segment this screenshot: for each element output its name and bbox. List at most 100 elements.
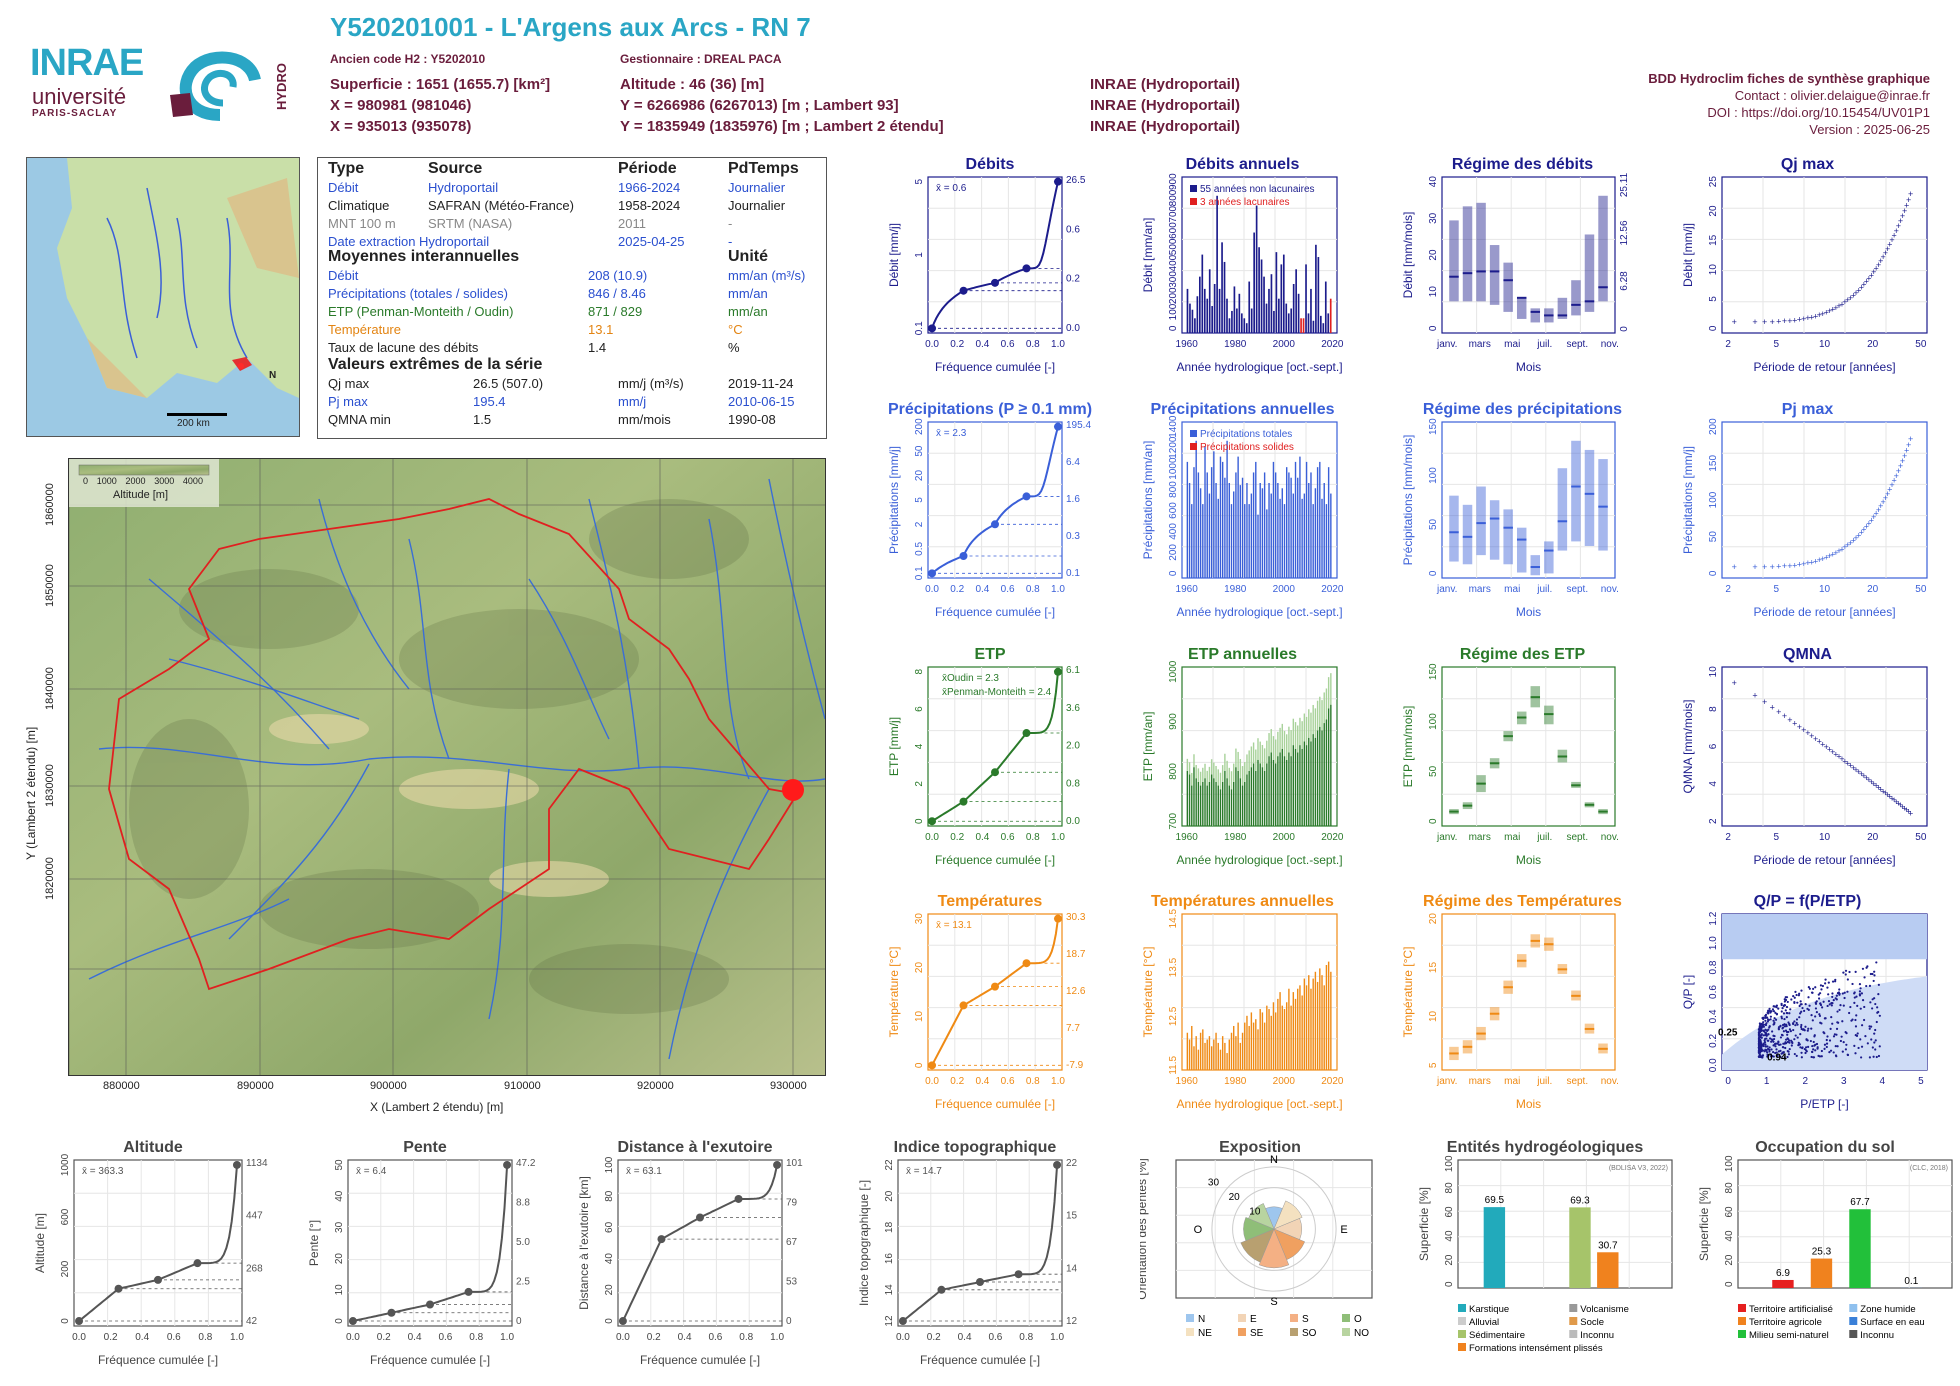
annual-bar-pm bbox=[1221, 765, 1224, 782]
mean-label: x̄ = 63.1 bbox=[626, 1166, 662, 1177]
chart-exposition: Exposition Orientation des pentes [%] 10 20… bbox=[1140, 1139, 1373, 1339]
annual-bar-pm bbox=[1241, 766, 1244, 786]
regime-box bbox=[1476, 202, 1486, 302]
qp-point bbox=[1869, 972, 1872, 976]
qp-point bbox=[1858, 993, 1861, 996]
chart-title: QMNA bbox=[1783, 646, 1832, 663]
qp-point bbox=[1859, 1038, 1862, 1041]
altitude-legend-tick: 1000 bbox=[96, 476, 117, 486]
surface-bar bbox=[1772, 1279, 1794, 1288]
return-period-point: + bbox=[1876, 260, 1881, 270]
chart-title: Pente bbox=[403, 1139, 447, 1156]
annual-bar bbox=[1224, 477, 1226, 578]
annual-bar-pm bbox=[1277, 731, 1279, 757]
y-tick-label: 30 bbox=[334, 1221, 345, 1233]
qp-point bbox=[1868, 1027, 1871, 1030]
cumulative-curve bbox=[78, 1164, 238, 1322]
plot-frame bbox=[1175, 1159, 1373, 1299]
y-axis-label: Précipitations [mm/j] bbox=[1681, 446, 1695, 554]
qp-point bbox=[1815, 1042, 1819, 1046]
qp-point bbox=[1851, 1018, 1854, 1021]
qp-upper-band bbox=[1722, 914, 1927, 960]
qp-point bbox=[1789, 1008, 1792, 1011]
qp-point bbox=[1840, 1035, 1843, 1038]
y-tick-label: 20 bbox=[1724, 1254, 1735, 1266]
qp-point bbox=[1839, 1004, 1842, 1007]
qp-point bbox=[1871, 1046, 1874, 1049]
x-tick-label: 0.6 bbox=[1001, 1076, 1015, 1087]
qp-point bbox=[1772, 1050, 1775, 1054]
annual-bar bbox=[1201, 254, 1204, 333]
qp-point bbox=[1820, 1049, 1823, 1053]
annual-bar bbox=[1246, 1015, 1248, 1070]
chart-title: Précipitations (P ≥ 0.1 mm) bbox=[888, 401, 1092, 418]
return-period-point: + bbox=[1861, 525, 1866, 535]
qp-point bbox=[1810, 1014, 1813, 1017]
annual-bar bbox=[1253, 232, 1255, 333]
return-period-point: + bbox=[1732, 562, 1737, 572]
annual-bar bbox=[1204, 778, 1206, 826]
annual-bar-pm bbox=[1312, 704, 1314, 735]
chart-title: Régime des ETP bbox=[1460, 646, 1586, 663]
qp-point bbox=[1860, 1045, 1864, 1048]
qp-point bbox=[1800, 1051, 1803, 1054]
return-period-point: + bbox=[1839, 754, 1844, 764]
y-tick-label: 14 bbox=[884, 1284, 895, 1296]
annual-bar bbox=[1325, 719, 1328, 826]
annual-bar bbox=[1202, 1029, 1204, 1070]
annual-bar bbox=[1272, 1002, 1275, 1070]
qp-point bbox=[1827, 981, 1830, 984]
quantile-point bbox=[959, 551, 968, 560]
return-period-point: + bbox=[1874, 781, 1879, 791]
return-period-point: + bbox=[1898, 461, 1903, 471]
legend-swatch bbox=[1738, 1304, 1746, 1312]
y-tick-label: 700 bbox=[1168, 812, 1179, 829]
annual-bar bbox=[1279, 992, 1281, 1070]
qp-point bbox=[1810, 991, 1814, 994]
annual-bar-pm bbox=[1294, 722, 1297, 749]
qp-point bbox=[1818, 992, 1822, 995]
unite-title: Unité bbox=[728, 248, 768, 265]
annual-bar bbox=[1218, 288, 1221, 333]
x-axis-label: Mois bbox=[1516, 605, 1541, 619]
qp-point bbox=[1799, 1046, 1802, 1049]
annual-bar bbox=[1278, 298, 1280, 333]
chart-precip: Précipitations (P ≥ 0.1 mm) Fréquence cum… bbox=[887, 401, 1092, 619]
annual-bar bbox=[1255, 205, 1258, 333]
return-period-point: + bbox=[1856, 767, 1861, 777]
qp-point bbox=[1770, 1010, 1773, 1013]
return-period-point: + bbox=[1792, 315, 1797, 325]
return-period-point: + bbox=[1770, 562, 1775, 572]
annual-bar bbox=[1303, 493, 1306, 578]
return-period-point: + bbox=[1830, 550, 1835, 560]
annual-bar bbox=[1317, 257, 1320, 333]
rose-ring-label: 10 bbox=[1249, 1207, 1261, 1218]
right-tick-label: 6.1 bbox=[1066, 665, 1080, 676]
right-tick-label: 0.2 bbox=[1066, 274, 1080, 285]
annual-bar-pm bbox=[1299, 717, 1301, 746]
altitude-legend-ticks: 0 1000 2000 3000 4000 bbox=[83, 476, 203, 486]
annual-bar bbox=[1226, 298, 1228, 333]
y-tick-label: 10 bbox=[1708, 666, 1719, 678]
contact: Contact : olivier.delaigue@inrae.fr bbox=[1734, 88, 1930, 103]
rose-ring-label: 20 bbox=[1229, 1192, 1241, 1203]
y-tick-label: 50 bbox=[1708, 531, 1719, 543]
surface-bar bbox=[1810, 1258, 1833, 1288]
chart-title: ETP bbox=[974, 646, 1005, 663]
x-lambert93: X = 980981 (981046) bbox=[330, 97, 472, 114]
return-period-point: + bbox=[1776, 707, 1781, 717]
return-period-point: + bbox=[1732, 678, 1737, 688]
qp-point bbox=[1785, 1024, 1788, 1028]
annual-bar bbox=[1324, 281, 1327, 333]
qp-point bbox=[1775, 1006, 1778, 1009]
return-period-point: + bbox=[1894, 797, 1899, 807]
return-period-point: + bbox=[1898, 216, 1903, 226]
source-1: INRAE (Hydroportail) bbox=[1090, 76, 1240, 93]
return-period-point: + bbox=[1845, 759, 1850, 769]
qp-point bbox=[1854, 1018, 1857, 1022]
y-tick-label: 8 bbox=[1708, 706, 1719, 712]
x-tick-label: juil. bbox=[1536, 584, 1552, 595]
quantile-point bbox=[1022, 959, 1031, 968]
return-period-point: + bbox=[1904, 805, 1909, 815]
mean-label: x̄ = 14.7 bbox=[906, 1166, 942, 1177]
